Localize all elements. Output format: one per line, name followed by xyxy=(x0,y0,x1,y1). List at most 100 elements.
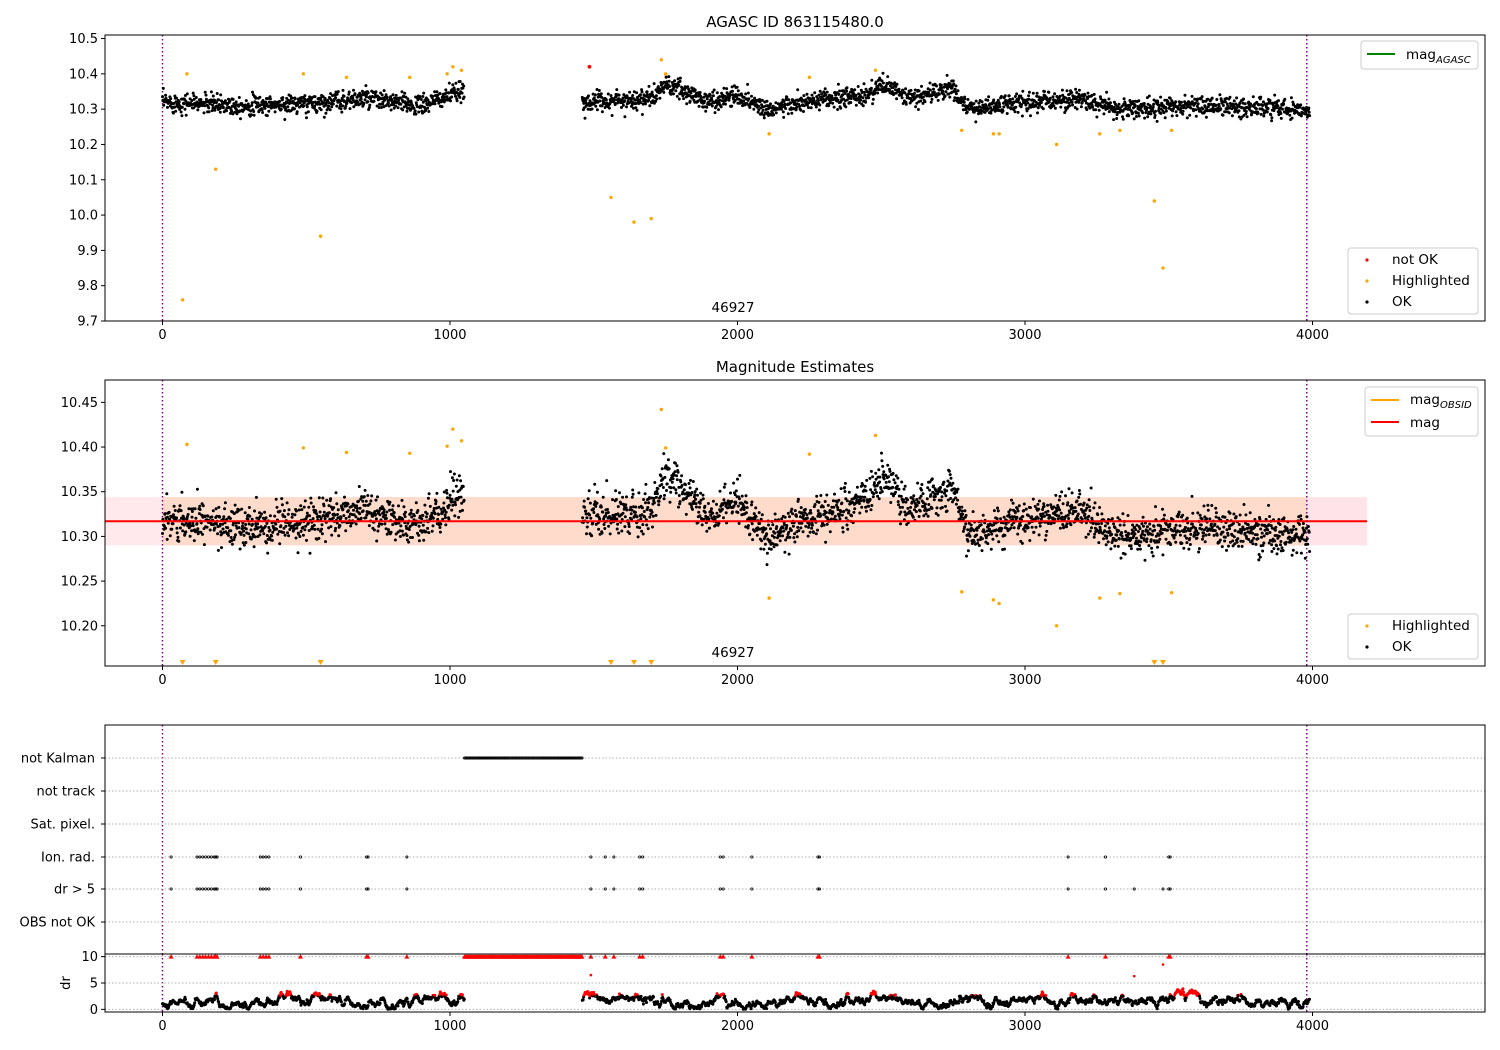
agasc-ok-point xyxy=(658,96,662,100)
magnitude-ok-point xyxy=(796,497,800,501)
magnitude-ok-point xyxy=(206,514,210,518)
magnitude-panel: Magnitude Estimates 0 1000 2000 3000 400010.… xyxy=(61,358,1486,688)
agasc-ok-point xyxy=(857,101,861,104)
magnitude-ok-point xyxy=(329,525,333,529)
agasc-ok-point xyxy=(323,96,327,100)
agasc-ok-point xyxy=(945,73,949,77)
magnitude-ok-point xyxy=(740,494,744,498)
agasc-ok-point xyxy=(953,87,957,91)
magnitude-ok-point xyxy=(677,494,681,497)
magnitude-ok-point xyxy=(1089,486,1093,490)
agasc-ok-point xyxy=(399,102,403,106)
magnitude-ok-point xyxy=(903,484,907,488)
agasc-ok-point xyxy=(966,98,970,101)
magnitude-ok-point xyxy=(301,533,305,537)
agasc-ok-point xyxy=(397,99,400,103)
agasc-ok-point xyxy=(1243,102,1247,106)
magnitude-ok-point xyxy=(317,496,321,500)
magnitude-ok-point xyxy=(824,540,828,544)
magnitude-ok-point xyxy=(745,501,749,505)
agasc-ok-point xyxy=(715,91,719,95)
magnitude-ok-point xyxy=(1028,539,1032,542)
magnitude-ok-point xyxy=(263,524,267,528)
agasc-highlighted-point xyxy=(1118,128,1122,133)
agasc-ok-point xyxy=(228,99,232,103)
agasc-ok-point xyxy=(956,89,960,93)
magnitude-ok-point xyxy=(297,508,301,512)
agasc-ok-point xyxy=(1020,103,1024,107)
magnitude-ok-point xyxy=(380,522,384,526)
magnitude-ok-point xyxy=(642,498,646,501)
magnitude-ok-point xyxy=(1021,515,1025,518)
agasc-ok-point xyxy=(926,87,930,91)
magnitude-ok-point xyxy=(220,546,223,550)
magnitude-ok-point xyxy=(427,531,431,535)
agasc-ok-point xyxy=(185,92,189,96)
agasc-ok-point xyxy=(1145,106,1149,110)
agasc-ok-point xyxy=(353,92,357,96)
magnitude-ok-point xyxy=(1008,508,1012,512)
agasc-ok-point xyxy=(948,95,952,99)
agasc-ok-point xyxy=(1163,116,1167,120)
agasc-ok-point xyxy=(306,110,310,114)
agasc-ok-point xyxy=(818,103,822,107)
agasc-ok-point xyxy=(943,94,947,98)
agasc-ok-point xyxy=(921,101,925,105)
agasc-ok-point xyxy=(1307,110,1311,114)
agasc-ok-point xyxy=(774,101,778,105)
agasc-ok-point xyxy=(1277,99,1280,103)
agasc-ok-point xyxy=(854,93,858,97)
magnitude-ok-point xyxy=(643,492,647,496)
magnitude-ok-point xyxy=(857,502,861,505)
magnitude-ok-point xyxy=(843,490,847,493)
magnitude-ok-point xyxy=(611,498,614,502)
magnitude-ok-point xyxy=(919,494,923,498)
agasc-ok-point xyxy=(199,98,203,101)
magnitude-ok-point xyxy=(631,488,635,492)
agasc-ok-point xyxy=(252,110,256,113)
magnitude-ok-point xyxy=(1046,509,1050,513)
agasc-ok-point xyxy=(1073,95,1077,99)
magnitude-ok-point xyxy=(286,531,289,535)
agasc-ok-point xyxy=(1003,94,1007,98)
agasc-ok-point xyxy=(261,99,265,102)
agasc-line-legend: magAGASC xyxy=(1360,40,1479,70)
magnitude-ok-point xyxy=(332,506,336,510)
magnitude-ok-point xyxy=(198,504,202,508)
agasc-ok-point xyxy=(1112,118,1116,122)
agasc-ok-point xyxy=(305,105,309,109)
agasc-ok-point xyxy=(841,93,845,97)
agasc-ok-point xyxy=(1132,117,1136,121)
magnitude-ok-point xyxy=(1152,524,1156,528)
magnitude-ok-point xyxy=(989,547,993,551)
agasc-ok-point xyxy=(1105,90,1109,94)
agasc-ok-point xyxy=(863,93,867,97)
magnitude-ok-point xyxy=(1016,509,1020,513)
magnitude-ok-point xyxy=(911,515,915,519)
agasc-ok-point xyxy=(389,95,393,99)
agasc-ok-point xyxy=(1041,96,1045,100)
magnitude-ok-point xyxy=(640,529,644,533)
magnitude-ok-point xyxy=(397,504,400,508)
agasc-ok-point xyxy=(218,103,222,107)
agasc-ok-point xyxy=(652,82,656,86)
agasc-ok-point xyxy=(1259,95,1263,99)
agasc-ok-point xyxy=(1079,105,1083,109)
magnitude-ok-point xyxy=(816,528,819,532)
magnitude-ok-point xyxy=(737,521,741,525)
magnitude-ok-point xyxy=(840,513,844,517)
agasc-ok-point xyxy=(691,94,695,98)
magnitude-ok-point xyxy=(369,499,373,503)
magnitude-ok-point xyxy=(806,534,810,538)
agasc-ok-point xyxy=(352,88,355,92)
magnitude-ok-point xyxy=(431,524,435,528)
magnitude-ok-point xyxy=(767,523,770,527)
magnitude-ok-point xyxy=(305,538,308,542)
agasc-ok-point xyxy=(1155,119,1159,123)
agasc-ok-point xyxy=(1109,101,1112,105)
magnitude-ok-point xyxy=(247,522,251,526)
magnitude-ok-point xyxy=(629,505,633,509)
magnitude-ok-point xyxy=(426,496,430,500)
magnitude-ok-point xyxy=(461,485,465,488)
magnitude-ok-point xyxy=(824,511,828,514)
